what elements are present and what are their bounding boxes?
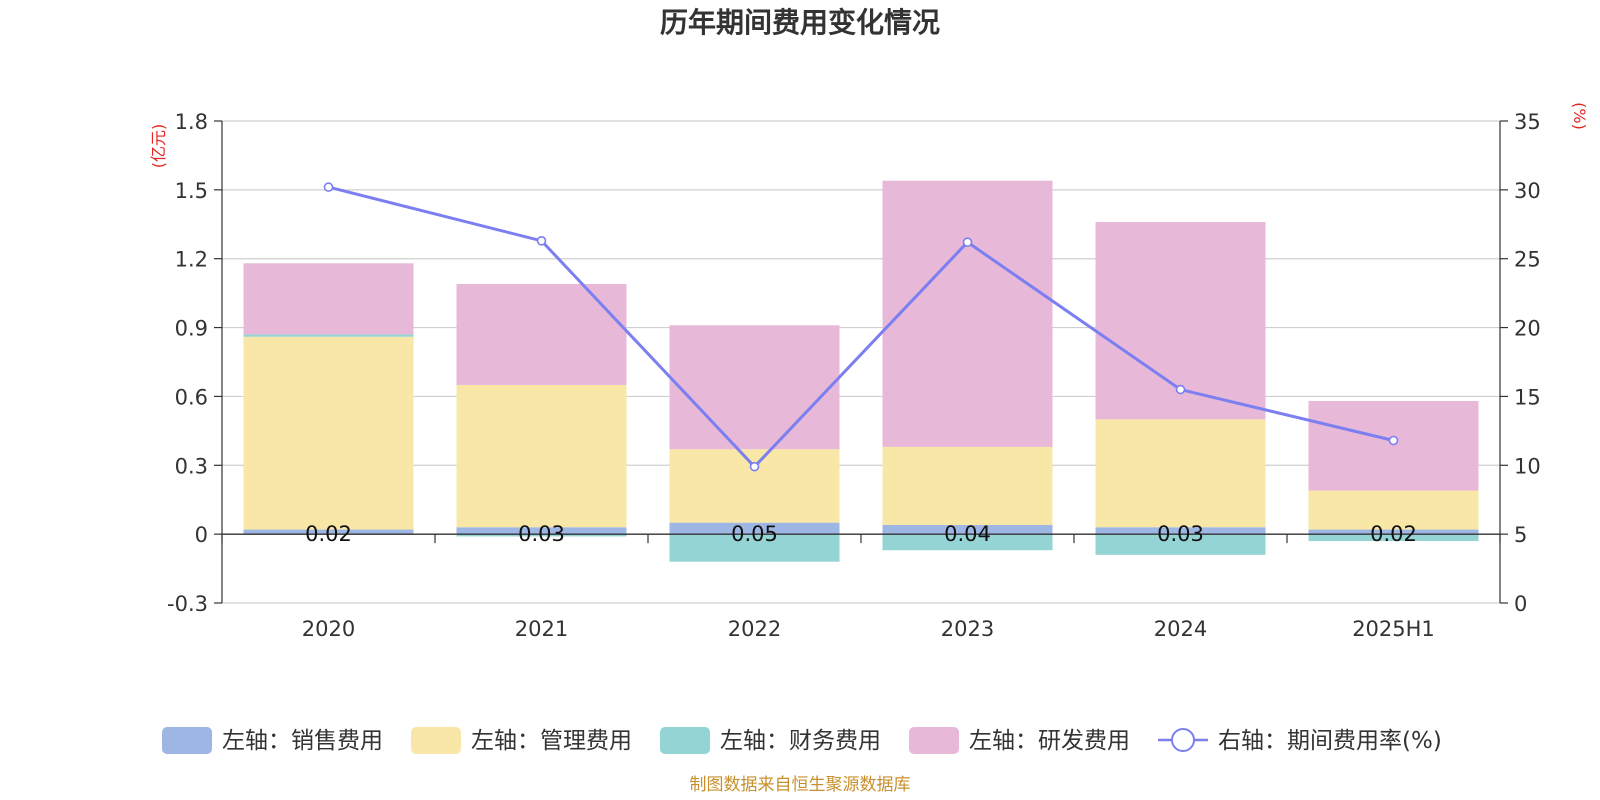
bar-segment — [1095, 419, 1266, 528]
bar-segment — [1308, 490, 1479, 530]
rate-point — [536, 236, 547, 246]
grid-lines — [222, 120, 1500, 604]
bar-segment — [243, 529, 414, 535]
bar-segment — [669, 449, 840, 523]
bar-segment — [1308, 401, 1479, 491]
right-tick-label: 20 — [1514, 317, 1541, 341]
rate-point — [962, 237, 973, 247]
bar-segment — [456, 283, 627, 385]
bar-segment — [456, 534, 627, 537]
legend-item[interactable]: 左轴：销售费用 — [162, 727, 383, 754]
bar-segment — [882, 446, 1053, 525]
source-note: 制图数据来自恒生聚源数据库 — [690, 775, 911, 795]
bar-data-label: 0.04 — [944, 522, 991, 546]
chart-title: 历年期间费用变化情况 — [660, 6, 940, 39]
legend-color-swatch — [162, 727, 212, 754]
left-tick-label: 0.6 — [175, 385, 208, 409]
rate-line-path — [328, 185, 1394, 469]
right-tick-label: 0 — [1514, 592, 1527, 616]
legend-item[interactable]: 左轴：财务费用 — [660, 727, 881, 754]
legend-label: 左轴：研发费用 — [969, 728, 1130, 754]
left-tick-label: 0 — [195, 523, 208, 547]
right-axis-unit: (%) — [1570, 102, 1589, 130]
legend-color-swatch — [411, 727, 461, 754]
rate-point — [323, 182, 334, 192]
axes: -0.3 0 0.3 0.6 0.9 1.2 1.5 1.8 0 5 10 15 20 25 30 35 202… — [167, 110, 1541, 641]
bar-segment — [1095, 534, 1266, 555]
right-tick-label: 15 — [1514, 385, 1541, 409]
legend: 左轴：销售费用 左轴：管理费用 左轴：财务费用 左轴：研发费用 右轴：期间费用率(%) — [162, 727, 1442, 754]
left-tick-label: 0.3 — [175, 454, 208, 478]
bar-labels: 0.02 0.03 0.05 0.04 0.03 0.02 — [305, 522, 1417, 546]
left-tick-label: 0.9 — [175, 317, 208, 341]
legend-item[interactable]: 左轴：研发费用 — [909, 727, 1130, 754]
left-axis-unit: (亿元) — [149, 124, 168, 169]
left-tick-label: 1.8 — [175, 110, 208, 134]
left-tick-label: -0.3 — [167, 592, 208, 616]
bar-segment — [882, 180, 1053, 447]
legend-label: 左轴：财务费用 — [720, 728, 881, 754]
bar-segment — [243, 263, 414, 335]
bar-segment — [1308, 529, 1479, 535]
bar-data-label: 0.02 — [305, 522, 352, 546]
rate-point — [1175, 384, 1186, 395]
x-tick-label: 2024 — [1154, 617, 1207, 641]
bar-segment — [456, 384, 627, 528]
bar-segment — [243, 334, 414, 337]
right-tick-label: 10 — [1514, 454, 1541, 478]
bars — [243, 180, 1479, 562]
bar-segment — [669, 534, 840, 562]
right-tick-label: 30 — [1514, 179, 1541, 203]
x-tick-label: 2023 — [941, 617, 994, 641]
bar-segment — [882, 534, 1053, 551]
right-tick-label: 35 — [1514, 110, 1541, 134]
bar-segment — [456, 527, 627, 535]
rate-point — [1388, 435, 1399, 446]
right-tick-label: 5 — [1514, 523, 1527, 547]
legend-marker-swatch — [1171, 728, 1195, 752]
bar-data-label: 0.03 — [518, 522, 565, 546]
left-tick-label: 1.5 — [175, 179, 208, 203]
bar-segment — [1308, 534, 1479, 542]
bar-data-label: 0.03 — [1157, 522, 1204, 546]
legend-item[interactable]: 左轴：管理费用 — [411, 727, 632, 754]
bar-data-label: 0.02 — [1370, 522, 1417, 546]
legend-item[interactable]: 右轴：期间费用率(%) — [1158, 728, 1442, 754]
legend-label: 左轴：管理费用 — [471, 728, 632, 754]
legend-color-swatch — [909, 727, 959, 754]
right-tick-label: 25 — [1514, 248, 1541, 272]
bar-segment — [669, 522, 840, 535]
bar-segment — [243, 336, 414, 530]
x-tick-label: 2022 — [728, 617, 781, 641]
rate-point — [749, 461, 760, 472]
bar-segment — [669, 325, 840, 450]
legend-color-swatch — [660, 727, 710, 754]
bar-segment — [1095, 527, 1266, 535]
bar-data-label: 0.05 — [731, 522, 778, 546]
legend-label: 左轴：销售费用 — [222, 728, 383, 754]
x-tick-label: 2025H1 — [1352, 617, 1435, 641]
bar-segment — [882, 524, 1053, 535]
x-tick-label: 2020 — [302, 617, 355, 641]
rate-line — [323, 182, 1399, 472]
x-tick-label: 2021 — [515, 617, 568, 641]
left-tick-label: 1.2 — [175, 248, 208, 272]
legend-label: 右轴：期间费用率(%) — [1218, 728, 1442, 754]
